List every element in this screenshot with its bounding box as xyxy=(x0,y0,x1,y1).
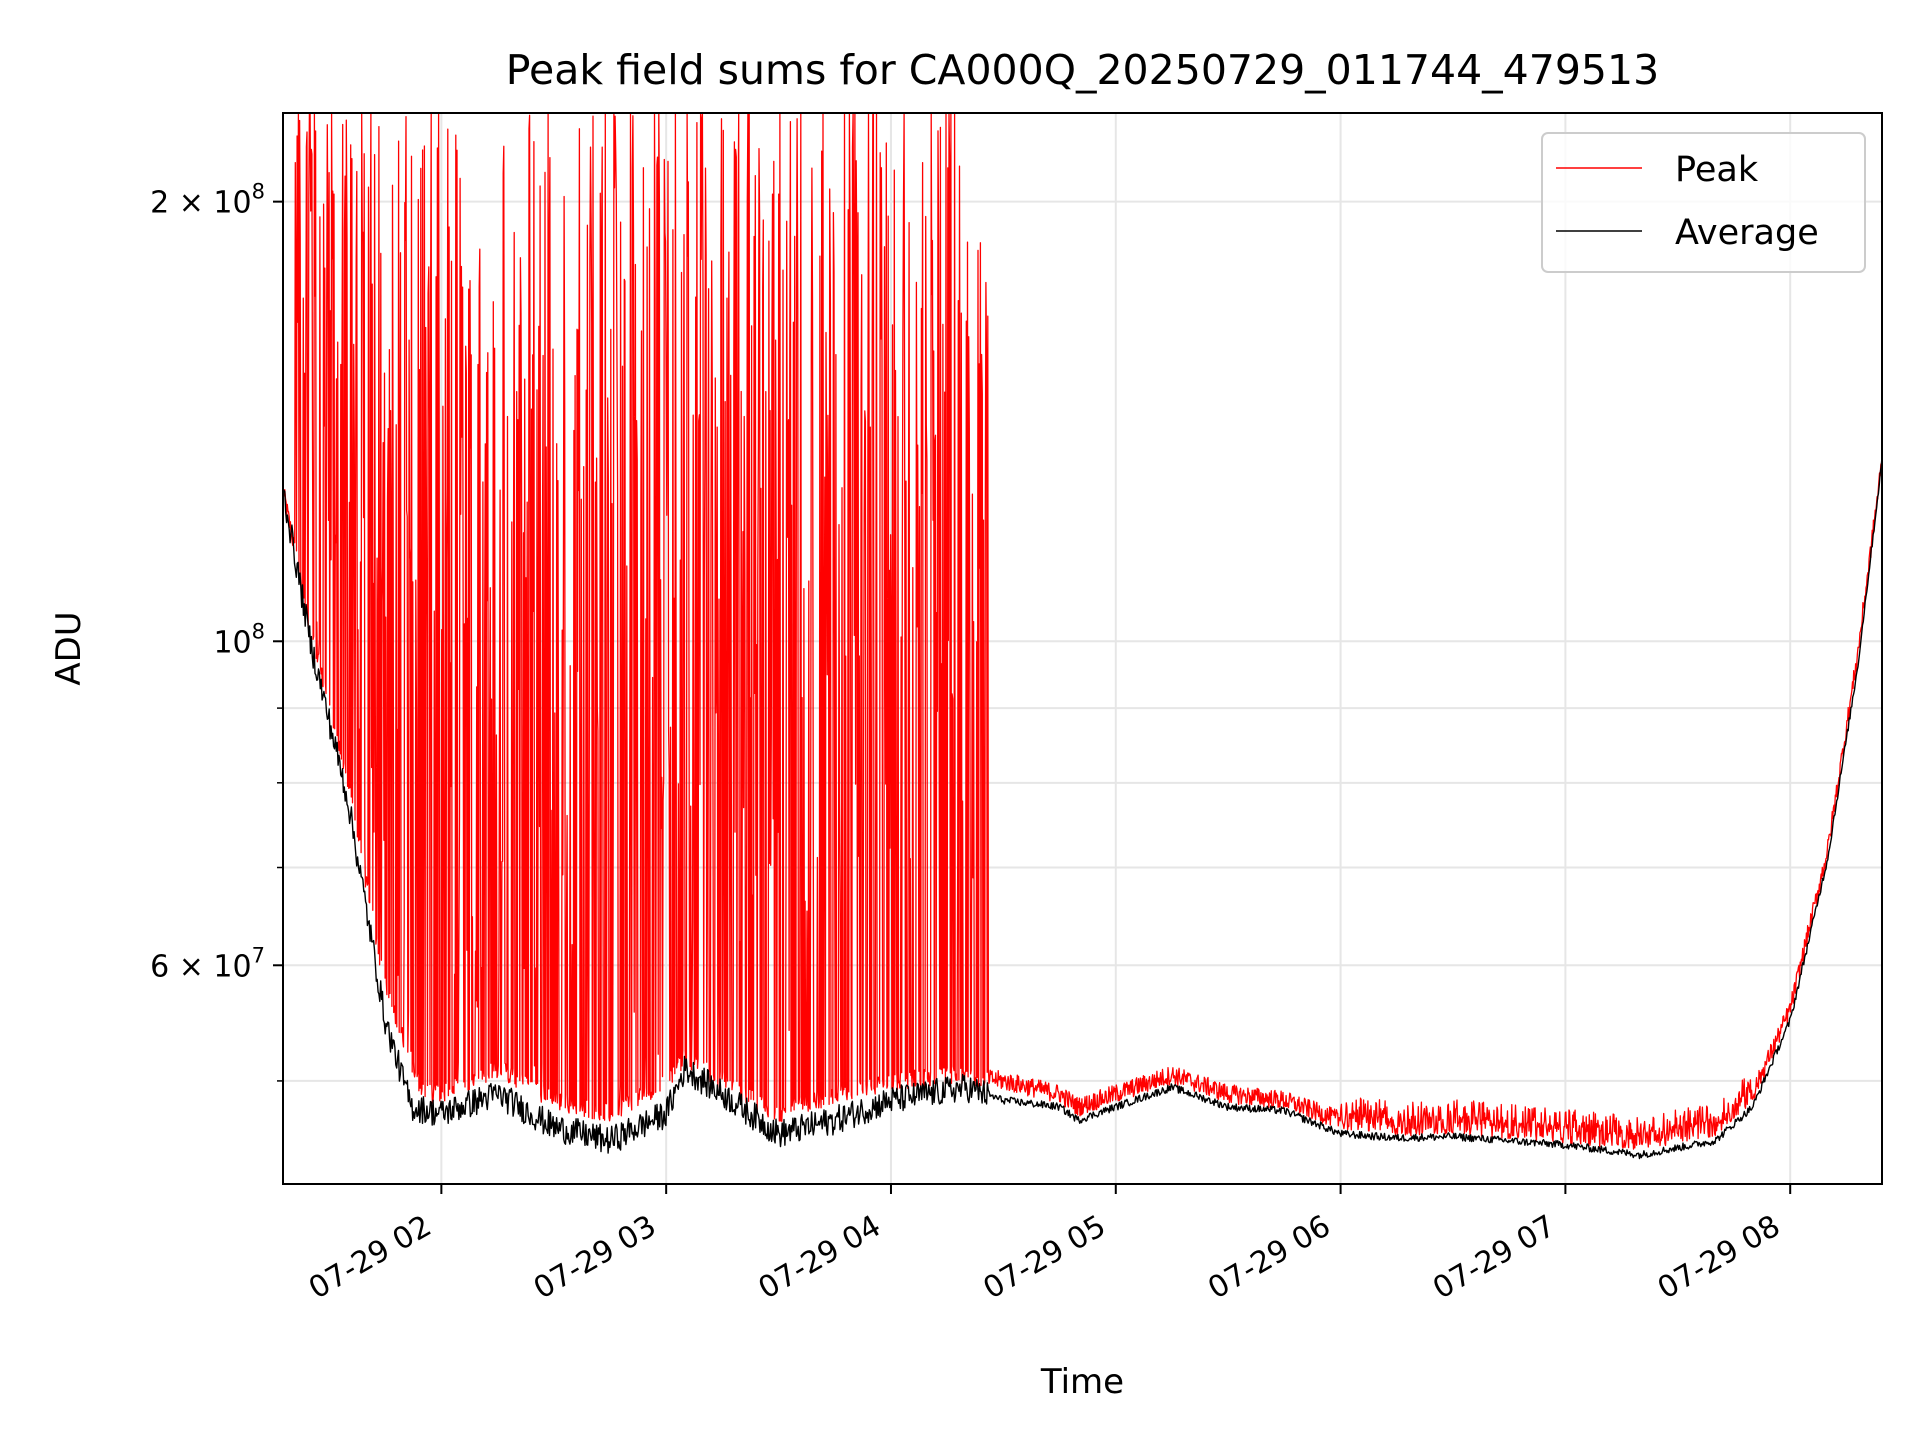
axes-frame xyxy=(282,112,1883,1185)
chart-title: Peak field sums for CA000Q_20250729_0117… xyxy=(506,46,1659,94)
y-axis-label: ADU xyxy=(49,611,89,685)
x-axis-label: Time xyxy=(1040,1362,1124,1402)
x-tick-label: 07-29 02 xyxy=(303,1209,437,1307)
y-tick-label: 6 × 107 xyxy=(150,943,265,984)
peak-series-line xyxy=(282,112,1883,1150)
x-tick-label: 07-29 06 xyxy=(1202,1209,1336,1307)
y-tick-label: 2 × 108 xyxy=(150,180,265,221)
y-tick-exponent: 8 xyxy=(252,619,265,643)
x-tick-label: 07-29 05 xyxy=(977,1209,1111,1307)
y-tick-exponent: 7 xyxy=(252,943,265,967)
legend-average-label: Average xyxy=(1675,213,1819,253)
legend-peak-label: Peak xyxy=(1675,150,1759,190)
x-tick-label: 07-29 08 xyxy=(1652,1209,1786,1307)
x-tick-label: 07-29 03 xyxy=(528,1209,662,1307)
average-series-line xyxy=(282,457,1883,1160)
plot-layer xyxy=(282,112,1883,1160)
y-tick-label: 108 xyxy=(213,619,265,660)
y-tick-exponent: 8 xyxy=(252,180,265,204)
legend: Peak Average xyxy=(1541,132,1866,273)
x-tick-label: 07-29 07 xyxy=(1427,1209,1561,1307)
x-tick-label: 07-29 04 xyxy=(753,1209,887,1307)
